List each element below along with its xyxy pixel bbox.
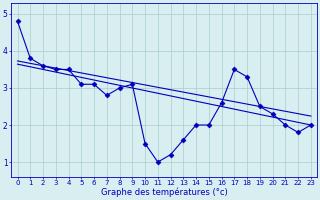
X-axis label: Graphe des températures (°c): Graphe des températures (°c) (101, 188, 228, 197)
